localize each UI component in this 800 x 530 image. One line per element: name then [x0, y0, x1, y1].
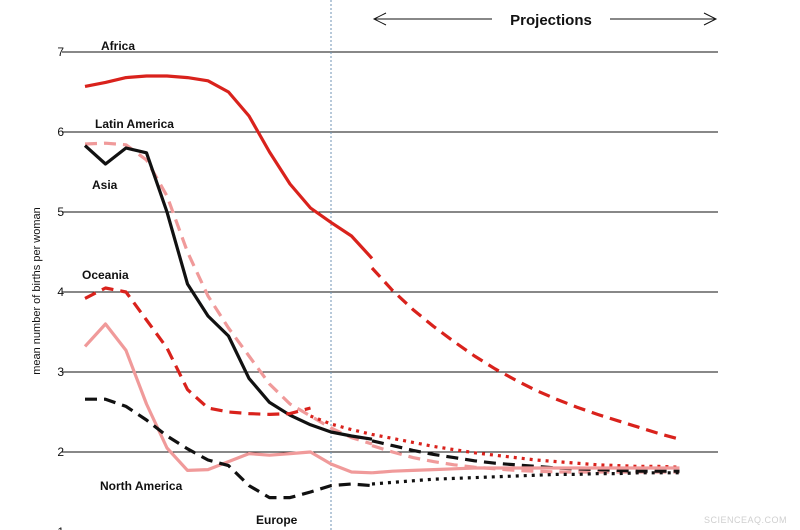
projections-label: Projections [510, 12, 592, 29]
series-asia-history [83, 144, 373, 441]
y-axis-label: mean number of births per woman [31, 207, 43, 375]
series-europe-projection [371, 471, 680, 486]
y-axis-ticks: 1 2 3 4 5 6 7 [57, 45, 64, 530]
watermark: SCIENCEAQ.COM [704, 515, 787, 525]
y-tick-label: 1 [57, 525, 64, 530]
arrow-left-head-icon [372, 12, 387, 26]
series-africa-projection [370, 266, 680, 441]
series-label-north-america: North America [100, 479, 183, 493]
y-tick-label: 4 [57, 285, 64, 299]
y-tick-label: 5 [57, 205, 64, 219]
series-lines [83, 74, 680, 500]
series-north-america-history [83, 322, 373, 475]
series-label-asia: Asia [92, 178, 118, 192]
series-labels: Africa Latin America Asia Oceania North Amer… [82, 39, 298, 527]
series-label-europe: Europe [256, 513, 298, 527]
series-europe-history [85, 397, 373, 500]
series-label-africa: Africa [101, 39, 135, 53]
y-tick-label: 3 [57, 365, 64, 379]
arrow-right-head-icon [703, 12, 718, 26]
series-oceania-history [84, 286, 311, 416]
series-oceania-projection [309, 414, 680, 469]
y-tick-label: 2 [57, 445, 64, 459]
series-label-latin-america: Latin America [95, 117, 174, 131]
series-africa-history [84, 74, 374, 260]
series-label-oceania: Oceania [82, 268, 129, 282]
y-tick-label: 6 [57, 125, 64, 139]
y-tick-label: 7 [57, 45, 64, 59]
series-north-america-projection [371, 466, 680, 475]
series-asia-projection [371, 439, 680, 473]
projections-header: Projections [372, 12, 718, 29]
